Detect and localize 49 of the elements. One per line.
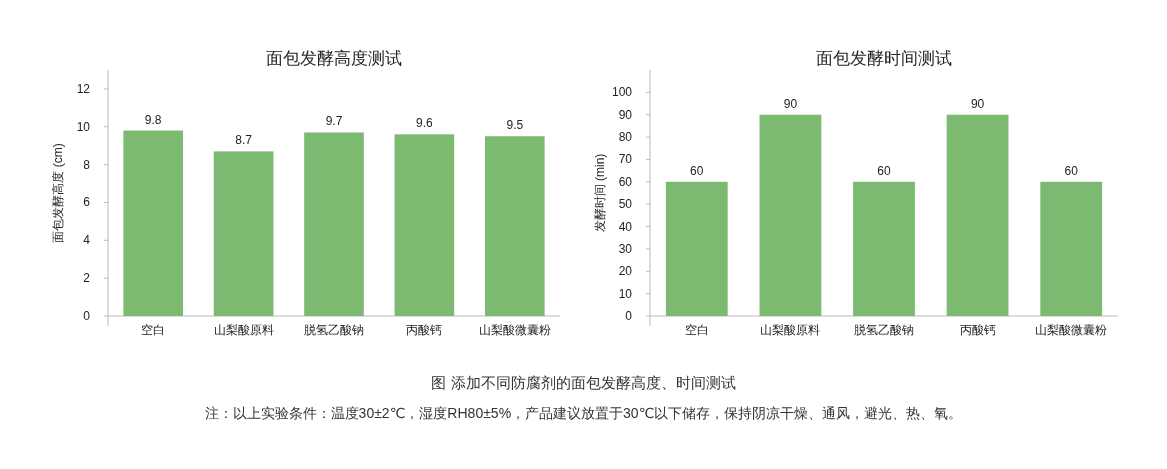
chart-title: 面包发酵时间测试 (816, 49, 952, 68)
x-tick-label: 山梨酸原料 (760, 323, 821, 337)
y-tick-label: 50 (618, 197, 633, 212)
data-label: 90 (783, 96, 798, 111)
y-tick-label: 0 (625, 309, 633, 323)
x-tick-label: 空白 (141, 323, 166, 337)
y-tick-label: 8 (83, 157, 91, 172)
data-label: 9.5 (506, 118, 524, 133)
x-tick-label: 山梨酸微囊粉 (478, 323, 551, 337)
x-tick-label: 山梨酸原料 (213, 323, 274, 337)
y-tick-label: 20 (618, 264, 633, 279)
x-tick-label: 丙酸钙 (406, 323, 443, 337)
y-axis-title: 发酵时间 (min) (593, 153, 607, 233)
data-label: 9.7 (325, 114, 343, 129)
data-label: 60 (877, 163, 891, 178)
bar (304, 132, 364, 316)
y-tick-label: 80 (618, 130, 633, 145)
y-tick-label: 30 (618, 241, 633, 256)
bar (484, 136, 545, 316)
y-tick-label: 90 (618, 107, 633, 122)
data-label: 90 (970, 96, 985, 111)
bar (213, 151, 274, 316)
text: 注：以上实验条件：温度30±2℃，湿度RH80±5%，产品建议放置于30℃以下储存，保持阴凉干燥、通风，避光、热、氧。 (204, 405, 963, 421)
data-label: 60 (690, 163, 704, 178)
y-tick-label: 12 (76, 81, 91, 96)
y-tick-label: 10 (76, 119, 91, 134)
y-tick-label: 2 (83, 271, 91, 286)
data-label: 9.6 (416, 116, 434, 131)
y-tick-label: 70 (618, 152, 633, 167)
data-label: 60 (1064, 163, 1079, 178)
y-tick-label: 4 (83, 233, 91, 248)
y-tick-label: 6 (83, 195, 91, 210)
x-tick-label: 丙酸钙 (959, 323, 996, 337)
data-label: 9.8 (144, 112, 162, 127)
bar (123, 130, 184, 316)
x-tick-label: 脱氢乙酸钠 (304, 323, 364, 337)
text: 图 添加不同防腐剂的面包发酵高度、时间测试 (431, 374, 736, 391)
data-label: 8.7 (235, 133, 253, 148)
y-tick-label: 10 (618, 286, 633, 301)
y-axis-title: 面包发酵高度 (cm) (51, 143, 65, 243)
x-tick-label: 山梨酸微囊粉 (1035, 323, 1108, 337)
y-tick-label: 100 (611, 85, 633, 100)
x-tick-label: 空白 (684, 323, 709, 337)
x-tick-label: 脱氢乙酸钠 (854, 323, 914, 337)
y-tick-label: 40 (618, 219, 633, 234)
y-tick-label: 0 (83, 309, 91, 323)
bar (394, 134, 455, 316)
y-tick-label: 60 (618, 174, 633, 189)
chart-title: 面包发酵高度测试 (266, 49, 402, 68)
